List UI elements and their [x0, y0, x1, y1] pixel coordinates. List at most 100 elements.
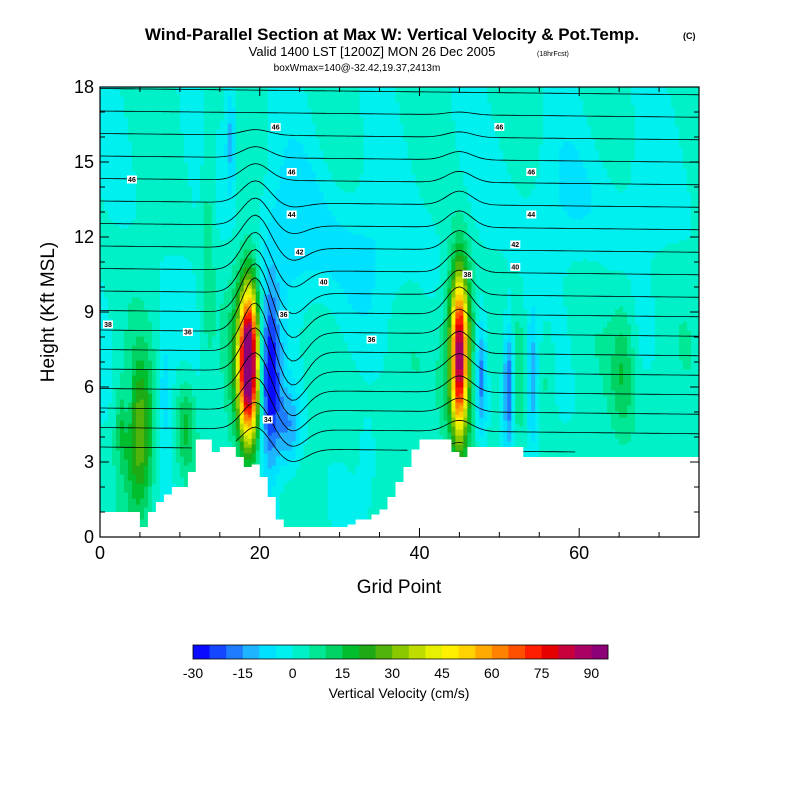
field-cell: [183, 258, 189, 262]
field-cell: [179, 447, 185, 451]
field-cell: [215, 354, 221, 358]
field-cell: [211, 447, 217, 451]
field-cell: [207, 150, 213, 154]
field-cell: [179, 285, 185, 289]
field-cell: [127, 162, 133, 166]
field-cell: [163, 384, 169, 388]
field-cell: [159, 330, 165, 334]
field-cell: [103, 102, 109, 106]
field-cell: [211, 432, 217, 436]
field-cell: [135, 408, 141, 412]
field-cell: [100, 99, 105, 103]
field-cell: [223, 108, 229, 112]
field-cell: [151, 333, 157, 337]
field-cell: [175, 354, 181, 358]
field-cell: [127, 333, 133, 337]
field-cell: [207, 168, 213, 172]
field-cell: [211, 363, 217, 367]
field-cell: [183, 399, 189, 403]
field-cell: [223, 237, 229, 241]
field-cell: [115, 471, 121, 475]
field-cell: [211, 420, 217, 424]
field-cell: [163, 210, 169, 214]
field-cell: [199, 291, 205, 295]
field-cell: [107, 249, 113, 253]
field-cell: [151, 126, 157, 130]
field-cell: [127, 351, 133, 355]
field-cell: [119, 384, 125, 388]
field-cell: [171, 375, 177, 379]
field-cell: [119, 333, 125, 337]
field-cell: [167, 252, 173, 256]
field-cell: [103, 300, 109, 304]
field-cell: [119, 324, 125, 328]
field-cell: [115, 468, 121, 472]
field-cell: [187, 282, 193, 286]
field-cell: [199, 150, 205, 154]
field-cell: [171, 183, 177, 187]
field-cell: [175, 426, 181, 430]
field-cell: [135, 156, 141, 160]
field-cell: [107, 441, 113, 445]
field-cell: [159, 249, 165, 253]
field-cell: [227, 357, 233, 361]
field-cell: [123, 357, 129, 361]
field-cell: [195, 132, 201, 136]
field-cell: [119, 396, 125, 400]
field-cell: [211, 189, 217, 193]
field-cell: [171, 327, 177, 331]
field-cell: [163, 387, 169, 391]
field-cell: [179, 213, 185, 217]
field-cell: [119, 135, 125, 139]
field-cell: [103, 456, 109, 460]
field-cell: [199, 387, 205, 391]
field-cell: [199, 429, 205, 433]
field-cell: [155, 285, 161, 289]
field-cell: [131, 231, 137, 235]
field-cell: [151, 183, 157, 187]
field-cell: [227, 255, 233, 259]
field-cell: [179, 243, 185, 247]
field-cell: [171, 414, 177, 418]
field-cell: [123, 507, 129, 511]
field-cell: [115, 486, 121, 490]
field-cell: [135, 195, 141, 199]
field-cell: [199, 300, 205, 304]
field-cell: [215, 339, 221, 343]
field-cell: [135, 198, 141, 202]
field-cell: [199, 231, 205, 235]
field-cell: [167, 90, 173, 94]
field-cell: [167, 102, 173, 106]
field-cell: [131, 237, 137, 241]
field-cell: [131, 138, 137, 142]
field-cell: [195, 279, 201, 283]
field-cell: [151, 102, 157, 106]
field-cell: [199, 156, 205, 160]
field-cell: [199, 201, 205, 205]
field-cell: [147, 504, 153, 508]
field-cell: [187, 201, 193, 205]
field-cell: [159, 489, 165, 493]
field-cell: [119, 318, 125, 322]
field-cell: [119, 258, 125, 262]
field-cell: [143, 231, 149, 235]
field-cell: [195, 258, 201, 262]
field-cell: [159, 195, 165, 199]
field-cell: [199, 393, 205, 397]
field-cell: [191, 432, 197, 436]
field-cell: [199, 117, 205, 121]
field-cell: [191, 330, 197, 334]
field-cell: [155, 117, 161, 121]
field-cell: [187, 147, 193, 151]
field-cell: [207, 297, 213, 301]
field-cell: [175, 291, 181, 295]
field-cell: [107, 210, 113, 214]
field-cell: [100, 201, 105, 205]
field-cell: [127, 453, 133, 457]
field-cell: [163, 255, 169, 259]
field-cell: [219, 351, 225, 355]
field-cell: [119, 165, 125, 169]
field-cell: [183, 126, 189, 130]
field-cell: [159, 237, 165, 241]
field-cell: [123, 162, 129, 166]
